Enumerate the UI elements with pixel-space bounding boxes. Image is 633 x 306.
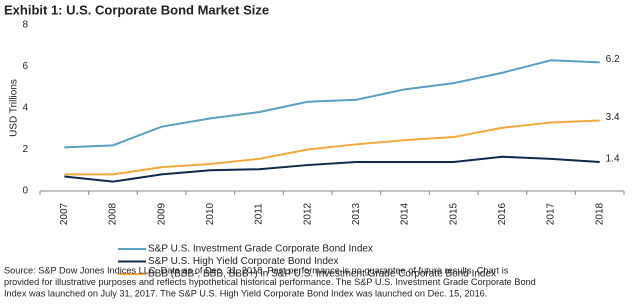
chart-title: Exhibit 1: U.S. Corporate Bond Market Si…	[4, 2, 269, 17]
end-label: 3.4	[606, 112, 620, 123]
series-line	[64, 119, 600, 176]
y-axis-label: USD Trillions	[9, 79, 20, 137]
x-tick-label: 2016	[497, 202, 508, 225]
x-tick-label: 2008	[108, 202, 119, 225]
x-tick-label: 2007	[59, 202, 70, 225]
y-tick-label: 4	[22, 103, 28, 114]
x-tick-label: 2018	[594, 202, 605, 225]
source-note: Source: S&P Dow Jones Indices LLC. Data …	[4, 265, 509, 275]
x-tick-label: 2014	[400, 202, 411, 225]
legend-label: BBB (BBB-, BBB, BBB+) in S&P U.S. Invest…	[148, 269, 496, 280]
y-tick-label: 6	[22, 61, 28, 72]
legend-label: S&P U.S. Investment Grade Corporate Bond…	[148, 244, 373, 255]
y-tick-label: 8	[22, 20, 28, 31]
y-tick-label: 0	[22, 186, 28, 197]
x-tick-label: 2012	[302, 202, 313, 225]
x-tick-label: 2017	[546, 202, 557, 225]
series-line	[64, 59, 600, 149]
end-label: 1.4	[606, 154, 620, 165]
series-line	[64, 155, 600, 183]
x-tick-label: 2010	[205, 202, 216, 225]
source-note: provided for illustrative purposes and r…	[4, 277, 536, 287]
x-tick-label: 2009	[156, 202, 167, 225]
source-note: Index was launched on July 31, 2017. The…	[4, 288, 487, 298]
y-tick-label: 2	[22, 144, 28, 155]
legend-label: S&P U.S. High Yield Corporate Bond Index	[148, 256, 338, 267]
x-tick-label: 2013	[351, 202, 362, 225]
x-tick-label: 2015	[448, 202, 459, 225]
x-tick-label: 2011	[254, 203, 265, 225]
end-label: 6.2	[606, 54, 620, 65]
